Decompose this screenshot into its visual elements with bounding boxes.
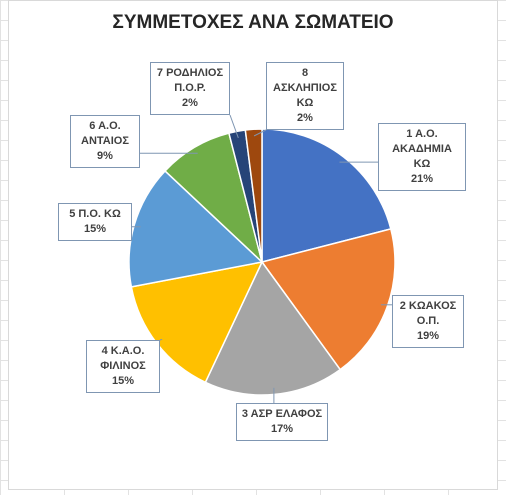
label-category: 7 ΡΟΔΗΛΙΟΣ Π.Ο.Ρ.: [156, 67, 224, 94]
label-value: 15%: [111, 375, 135, 387]
pie-slice: [261, 128, 392, 263]
data-label: 5 Π.Ο. ΚΩ 15%: [58, 203, 132, 241]
label-category: 3 ΑΣΡ ΕΛΑΦΟΣ: [241, 408, 323, 420]
label-value: 9%: [97, 150, 113, 162]
pie-slice: [244, 128, 263, 263]
pie-slice: [260, 228, 396, 371]
label-value: 21%: [410, 173, 434, 185]
data-label: 1 Α.Ο. ΑΚΑΔΗΜΙΑ ΚΩ 21%: [378, 123, 466, 191]
label-category: 6 Α.Ο. ΑΝΤΑΙΟΣ: [81, 120, 129, 147]
label-value: 2%: [297, 112, 313, 124]
label-category: 4 Κ.Α.Ο. ΦΙΛΙΝΟΣ: [100, 345, 146, 372]
data-label: 6 Α.Ο. ΑΝΤΑΙΟΣ 9%: [70, 115, 140, 168]
data-label: 2 ΚΩΑΚΟΣ Ο.Π. 19%: [392, 295, 464, 348]
label-value: 2%: [182, 97, 198, 109]
label-category: 1 Α.Ο. ΑΚΑΔΗΜΙΑ ΚΩ: [392, 128, 452, 170]
pie-slice: [128, 169, 264, 288]
chart-title: ΣΥΜΜΕΤΟΧΕΣ ΑΝΑ ΣΩΜΑΤΕΙΟ: [112, 12, 393, 33]
label-value: 15%: [83, 223, 107, 235]
data-label: 7 ΡΟΔΗΛΙΟΣ Π.Ο.Ρ. 2%: [150, 62, 230, 115]
data-label: 4 Κ.Α.Ο. ΦΙΛΙΝΟΣ 15%: [86, 340, 160, 393]
data-label: 8 ΑΣΚΛΗΠΙΟΣ ΚΩ 2%: [266, 62, 344, 130]
label-category: 2 ΚΩΑΚΟΣ Ο.Π.: [399, 300, 457, 327]
leader-line: [229, 114, 239, 139]
label-category: 5 Π.Ο. ΚΩ: [69, 208, 121, 220]
label-category: 8 ΑΣΚΛΗΠΙΟΣ ΚΩ: [273, 67, 337, 109]
label-value: 17%: [270, 423, 294, 435]
label-value: 19%: [416, 330, 440, 342]
pie-slice: [204, 260, 342, 396]
data-label: 3 ΑΣΡ ΕΛΑΦΟΣ 17%: [236, 403, 328, 441]
leader-line: [159, 338, 163, 341]
leader-line: [253, 129, 267, 137]
